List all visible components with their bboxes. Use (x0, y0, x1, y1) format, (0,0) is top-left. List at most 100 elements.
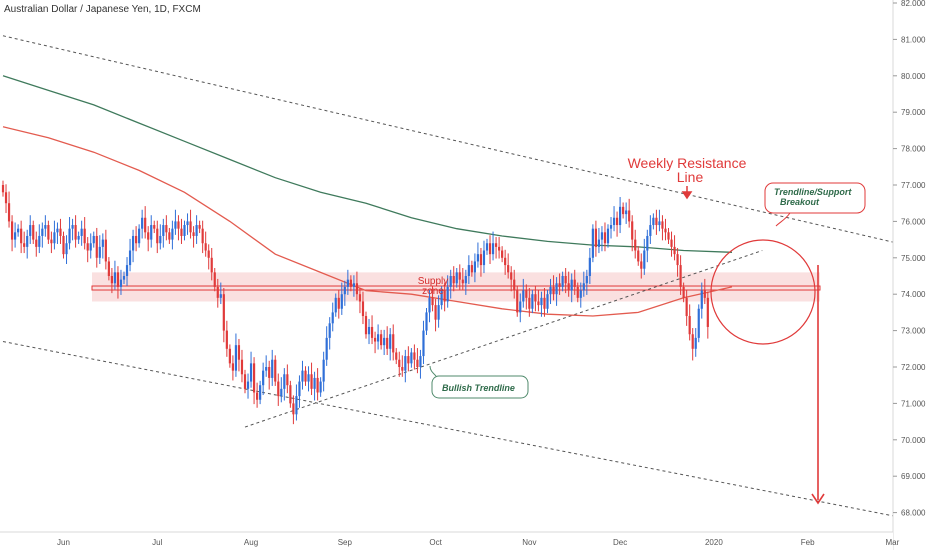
candle-body (125, 265, 129, 276)
candle-body (510, 272, 513, 280)
candle (192, 226, 195, 248)
candle (479, 247, 483, 277)
candle-body (552, 286, 555, 295)
candle-body (504, 257, 507, 266)
moving-average-slow (2, 75, 733, 253)
candle-body (135, 235, 138, 244)
time-tick-label: Feb (801, 538, 815, 547)
price-axis-background (893, 0, 932, 550)
candle-body (150, 225, 153, 240)
candle (268, 360, 271, 390)
candle-body (452, 276, 455, 284)
candle (700, 282, 703, 319)
candle (222, 288, 225, 343)
candle (570, 273, 573, 303)
candle-body (567, 283, 570, 291)
candle-body (322, 359, 325, 382)
candle-body (14, 232, 17, 240)
candle-body (334, 297, 337, 313)
candle-body (649, 225, 652, 236)
candle (625, 202, 628, 224)
price-tick-label: 76.000 (901, 217, 926, 226)
candle (249, 351, 253, 388)
time-tick-label: Mar (885, 538, 899, 547)
candle (29, 215, 32, 244)
candle (168, 227, 171, 244)
candle-body (501, 250, 504, 258)
candle (600, 226, 604, 252)
candle (676, 247, 679, 277)
candle (180, 218, 183, 244)
candle (304, 366, 307, 386)
time-axis-background (0, 532, 893, 550)
candle (561, 271, 564, 292)
candle-body (110, 276, 113, 284)
candle-body (703, 290, 706, 298)
candle-body (706, 297, 709, 327)
candle-body (177, 221, 180, 229)
candle (504, 249, 507, 275)
price-tick-label: 71.000 (901, 399, 926, 408)
candle-body (252, 363, 256, 393)
candle-body (313, 377, 316, 389)
candle-body (516, 290, 519, 313)
candle (337, 289, 340, 319)
candle (68, 217, 71, 250)
candle (177, 215, 180, 241)
candle (162, 218, 165, 248)
candle (649, 215, 652, 244)
breakout-callout-box (764, 182, 866, 214)
candle (392, 324, 395, 361)
candle (631, 215, 634, 252)
breakout-callout-pointer (775, 212, 791, 227)
candle (637, 246, 640, 266)
candle (47, 220, 50, 244)
candle (404, 349, 407, 383)
candle-body (386, 337, 389, 349)
candle-body (470, 265, 473, 273)
candle-body (237, 345, 241, 360)
candle-body (389, 334, 392, 349)
candle (603, 222, 607, 252)
candle-body (637, 250, 640, 262)
candle (41, 222, 44, 248)
candle-body (183, 225, 186, 236)
candle-body (56, 228, 59, 233)
candle (259, 380, 262, 405)
candle-body (337, 297, 340, 309)
candle (289, 380, 292, 408)
candle-body (364, 316, 368, 335)
candle-body (198, 225, 201, 229)
candle (491, 231, 495, 261)
candle (159, 224, 162, 250)
candle (679, 255, 682, 295)
candle (431, 286, 434, 312)
candle (355, 271, 359, 301)
time-axis: Jun Jul Aug Sep Oct Nov Dec 2020 Feb Mar (0, 531, 900, 550)
candle (389, 328, 392, 361)
price-tick-label: 80.000 (901, 72, 926, 81)
candle-body (349, 279, 352, 287)
candle (377, 324, 380, 350)
candle (7, 191, 11, 228)
candle-body (89, 243, 92, 251)
candle-body (597, 239, 601, 247)
candle (352, 275, 355, 297)
candle (585, 269, 588, 295)
candle-body (594, 228, 597, 247)
price-tick-label: 72.000 (901, 363, 926, 372)
price-tick-label: 81.000 (901, 35, 926, 44)
time-tick-label: Nov (522, 538, 536, 547)
candle-body (98, 246, 101, 258)
trend-line-2 (244, 250, 763, 428)
candle (113, 260, 117, 290)
candle-body (398, 359, 401, 367)
candle (65, 235, 68, 264)
candle-body (582, 283, 585, 291)
projection-arrow (811, 265, 825, 505)
candle (380, 329, 383, 350)
candle-body (609, 225, 613, 229)
candle (44, 215, 47, 237)
supply-zone-label-line2: zone (422, 286, 444, 297)
